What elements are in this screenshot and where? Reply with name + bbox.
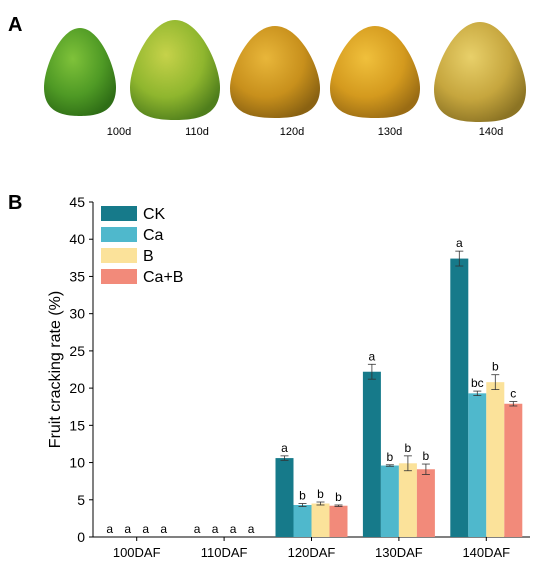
bar-Ca-140DAF <box>468 393 487 537</box>
bar-Ca-130DAF <box>380 465 399 537</box>
bar-CK-140DAF <box>450 258 469 537</box>
legend-label: B <box>143 248 154 265</box>
legend-swatch-CK <box>101 206 137 221</box>
significance-letter: b <box>492 360 499 374</box>
fruit-image <box>434 22 526 122</box>
significance-letter: b <box>423 449 430 463</box>
significance-letter: a <box>106 522 113 536</box>
y-axis-label: Fruit cracking rate (%) <box>47 291 64 448</box>
x-tick-label: 110DAF <box>201 545 248 560</box>
bar-B-140DAF <box>486 382 505 537</box>
fruit-image <box>330 26 420 118</box>
significance-letter: a <box>248 522 255 536</box>
significance-letter: a <box>281 441 288 455</box>
significance-letter: b <box>335 490 342 504</box>
bar-Ca+B-130DAF <box>416 469 435 537</box>
y-tick-label: 30 <box>69 306 85 322</box>
bar-Ca+B-120DAF <box>329 505 348 537</box>
bar-Ca-120DAF <box>293 504 312 537</box>
bar-Ca+B-140DAF <box>504 403 523 537</box>
y-tick-label: 40 <box>69 231 85 247</box>
fruit-image <box>230 26 320 118</box>
significance-letter: a <box>212 522 219 536</box>
y-tick-label: 15 <box>69 417 85 433</box>
significance-letter: a <box>194 522 201 536</box>
x-tick-label: 130DAF <box>375 545 423 560</box>
significance-letter: a <box>456 236 463 250</box>
bar-CK-130DAF <box>362 371 381 537</box>
y-tick-label: 45 <box>69 194 85 210</box>
significance-letter: a <box>160 522 167 536</box>
significance-letter: bc <box>471 376 484 390</box>
significance-letter: b <box>405 441 412 455</box>
legend-swatch-Ca <box>101 227 137 242</box>
y-tick-label: 20 <box>69 380 85 396</box>
bar-B-130DAF <box>398 463 417 537</box>
y-tick-label: 35 <box>69 268 85 284</box>
significance-letter: c <box>510 387 516 401</box>
fruit-label-140d: 140d <box>478 126 504 138</box>
legend-label: Ca <box>143 227 164 244</box>
bar-B-120DAF <box>311 503 330 537</box>
y-tick-label: 5 <box>77 492 85 508</box>
fruit-label-130d: 130d <box>377 126 403 138</box>
legend-swatch-B <box>101 248 137 263</box>
panel-a-letter: A <box>8 14 23 36</box>
significance-letter: b <box>387 450 394 464</box>
legend-label: CK <box>143 206 166 223</box>
x-tick-label: 140DAF <box>462 545 510 560</box>
x-tick-label: 120DAF <box>288 545 336 560</box>
fruit-label-100d: 100d <box>106 126 132 138</box>
legend-label: Ca+B <box>143 269 183 286</box>
fruit-image <box>44 28 116 116</box>
fruit-label-110d: 110d <box>185 126 209 138</box>
fruit-photo-strip <box>44 20 526 122</box>
significance-letter: b <box>299 489 306 503</box>
significance-letter: a <box>230 522 237 536</box>
y-tick-label: 0 <box>77 529 85 545</box>
panel-b-letter: B <box>8 192 23 214</box>
legend-swatch-Ca+B <box>101 269 137 284</box>
fruit-image <box>130 20 220 120</box>
y-tick-label: 10 <box>69 455 85 471</box>
significance-letter: a <box>369 349 376 363</box>
x-tick-label: 100DAF <box>113 545 161 560</box>
y-tick-label: 25 <box>69 343 85 359</box>
significance-letter: a <box>142 522 149 536</box>
fruit-label-120d: 120d <box>279 126 305 138</box>
bar-CK-120DAF <box>275 458 294 537</box>
significance-letter: b <box>317 487 324 501</box>
significance-letter: a <box>124 522 131 536</box>
